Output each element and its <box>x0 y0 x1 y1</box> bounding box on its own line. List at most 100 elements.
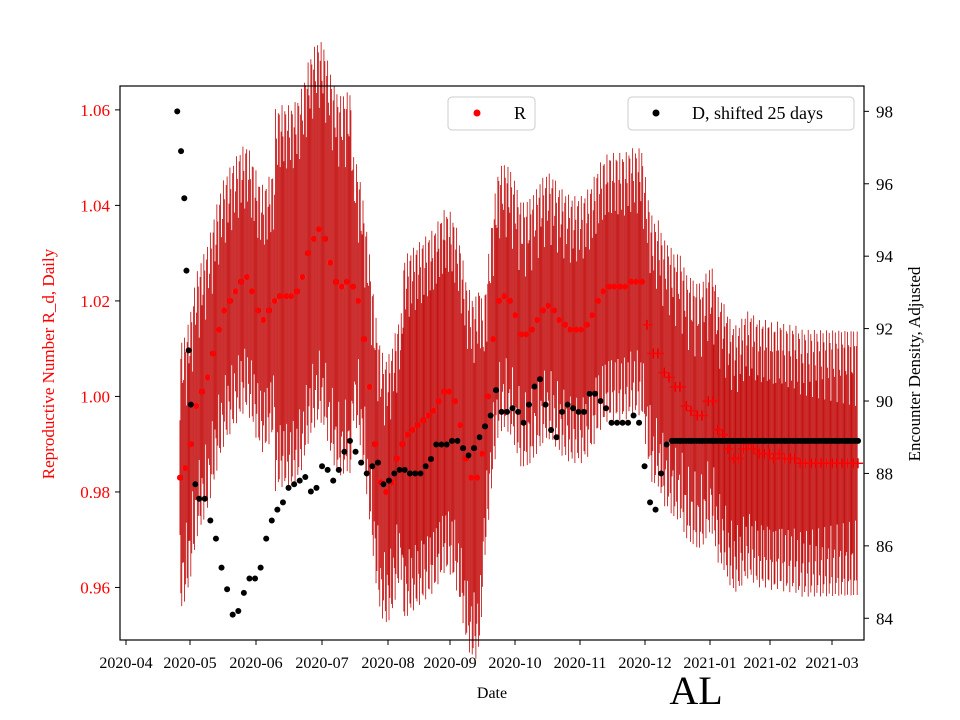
d-point <box>597 398 604 405</box>
d-point <box>218 564 225 571</box>
d-point <box>335 466 342 473</box>
d-point <box>296 477 303 484</box>
d-point <box>542 401 549 408</box>
d-point <box>341 448 348 455</box>
d-point <box>302 474 309 481</box>
x-tick-label: 2020-04 <box>99 655 152 672</box>
d-point <box>369 463 376 470</box>
y-left-tick-label: 1.04 <box>80 196 110 215</box>
legend-d-label: D, shifted 25 days <box>692 103 823 123</box>
y-left-tick-label: 1.02 <box>80 292 110 311</box>
d-point <box>471 445 478 452</box>
r-point <box>193 402 200 409</box>
r-point <box>501 293 508 300</box>
d-point <box>374 459 381 466</box>
r-point <box>425 412 432 419</box>
d-point <box>515 408 522 415</box>
r-point <box>344 278 351 285</box>
y-left-tick-label: 1.06 <box>80 101 110 120</box>
d-point <box>531 383 538 390</box>
errorbar-layer <box>179 42 858 659</box>
y-left-axis-label: Reproductive Number R_d, Daily <box>39 248 58 479</box>
r-point <box>198 388 205 395</box>
d-point <box>324 466 331 473</box>
r-point <box>321 235 328 242</box>
x-tick-label: 2020-09 <box>423 655 476 672</box>
d-point <box>246 575 253 582</box>
r-point <box>232 288 239 295</box>
d-point <box>291 481 298 488</box>
x-tick-label: 2020-07 <box>295 655 348 672</box>
y-right-tick-label: 96 <box>876 175 893 194</box>
d-point <box>196 495 203 502</box>
r-point <box>627 278 634 285</box>
d-point <box>201 495 208 502</box>
r-point <box>451 398 458 405</box>
d-point <box>520 419 527 426</box>
d-point <box>509 405 516 412</box>
r-point <box>288 293 295 300</box>
y-left-tick-label: 0.98 <box>80 483 110 502</box>
r-point <box>490 336 497 343</box>
r-point <box>473 474 480 481</box>
d-point <box>460 445 467 452</box>
r-point <box>545 302 552 309</box>
r-point <box>556 317 563 324</box>
d-point <box>235 608 242 615</box>
x-tick-label: 2021-01 <box>683 655 736 672</box>
d-point <box>406 470 413 477</box>
d-point <box>630 412 637 419</box>
r-point <box>578 326 585 333</box>
r-point <box>561 321 568 328</box>
d-point <box>185 347 192 354</box>
d-point <box>330 477 337 484</box>
r-point <box>633 278 640 285</box>
r-point <box>349 283 356 290</box>
legend-r-marker <box>473 109 481 117</box>
r-point <box>435 398 442 405</box>
r-point <box>187 441 194 448</box>
d-point <box>181 195 188 202</box>
r-point <box>523 331 530 338</box>
d-point <box>358 459 365 466</box>
d-point <box>559 408 566 415</box>
y-right-tick-label: 98 <box>876 102 893 121</box>
r-point <box>215 326 222 333</box>
r-point <box>277 293 284 300</box>
d-point <box>417 470 424 477</box>
r-point <box>305 250 312 257</box>
r-point <box>260 317 267 324</box>
d-point <box>174 108 181 115</box>
r-point <box>327 259 334 266</box>
d-point <box>229 611 236 618</box>
r-point <box>299 274 306 281</box>
d-point <box>647 499 654 506</box>
r-point <box>534 317 541 324</box>
y-right-tick-label: 86 <box>876 537 893 556</box>
d-point <box>619 419 626 426</box>
r-point <box>506 297 513 304</box>
d-point <box>498 408 505 415</box>
r-point <box>512 312 519 319</box>
legend-r-label: R <box>514 103 526 123</box>
r-point <box>484 393 491 400</box>
d-point <box>279 499 286 506</box>
r-point <box>528 326 535 333</box>
d-point <box>592 390 599 397</box>
d-point <box>380 481 387 488</box>
d-point <box>257 564 264 571</box>
axes-layer: 2020-04 2020-05 2020-06 2020-07 2020-08 2020-… <box>80 101 893 672</box>
d-point <box>438 441 445 448</box>
d-point <box>636 419 643 426</box>
r-point <box>399 441 406 448</box>
r-point <box>638 278 645 285</box>
legend-d-marker <box>652 109 660 117</box>
y-right-tick-label: 94 <box>876 247 894 266</box>
d-point <box>614 419 621 426</box>
r-point <box>404 431 411 438</box>
x-tick-label: 2020-08 <box>361 655 414 672</box>
d-point <box>449 437 456 444</box>
r-point <box>605 283 612 290</box>
r-point <box>226 297 233 304</box>
